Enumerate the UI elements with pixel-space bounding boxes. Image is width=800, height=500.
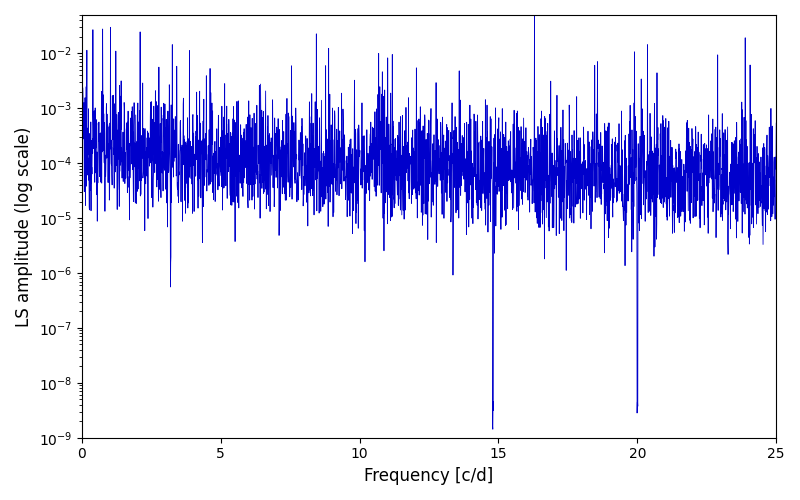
Y-axis label: LS amplitude (log scale): LS amplitude (log scale) bbox=[15, 126, 33, 326]
X-axis label: Frequency [c/d]: Frequency [c/d] bbox=[364, 467, 494, 485]
